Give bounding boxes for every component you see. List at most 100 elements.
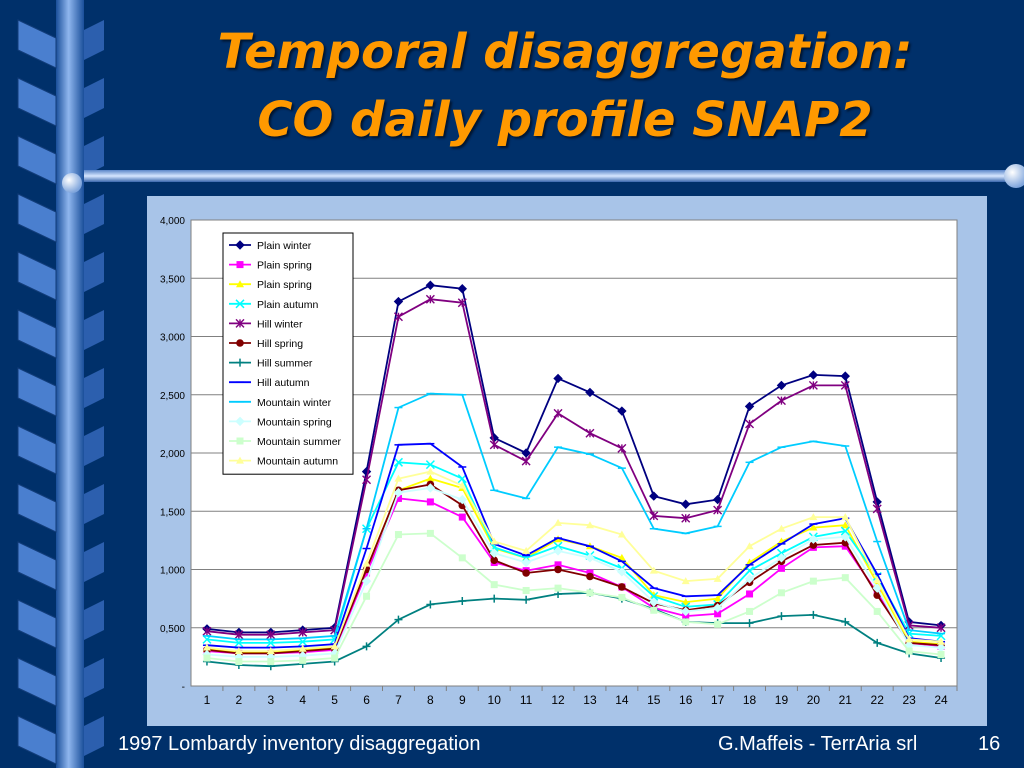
data-point xyxy=(553,408,563,418)
x-tick-label: 21 xyxy=(839,693,853,707)
y-tick-label: 4,000 xyxy=(160,216,185,227)
data-point xyxy=(746,607,754,615)
decoration-tile xyxy=(17,251,57,301)
decoration-tile xyxy=(17,657,57,707)
legend-item: Hill spring xyxy=(229,338,303,350)
data-point xyxy=(458,481,467,489)
legend-label: Plain winter xyxy=(257,240,312,252)
data-point xyxy=(905,647,913,655)
data-point xyxy=(808,370,819,380)
data-point xyxy=(425,280,436,290)
decoration-tile xyxy=(17,135,57,185)
slide-title-line2: CO daily profile SNAP2 xyxy=(257,92,873,148)
series-line xyxy=(206,487,942,658)
data-point xyxy=(554,518,563,526)
data-point xyxy=(617,443,627,453)
legend-label: Plain autumn xyxy=(257,299,318,311)
data-point xyxy=(746,590,754,598)
x-tick-label: 11 xyxy=(520,693,533,707)
series-10 xyxy=(202,483,946,662)
data-point xyxy=(202,643,211,651)
data-point xyxy=(586,589,594,597)
series-line xyxy=(206,442,942,649)
x-tick-label: 24 xyxy=(934,693,948,707)
data-point xyxy=(490,581,498,589)
data-point xyxy=(522,586,530,594)
x-tick-label: 20 xyxy=(807,693,821,707)
data-point xyxy=(585,387,595,398)
chart-panel: - 0,500 1,000 1,500 2,000 2,500 3,000 3,500 4,00… xyxy=(147,196,987,726)
data-point xyxy=(298,644,307,652)
data-point xyxy=(458,513,466,521)
data-point xyxy=(266,647,275,655)
data-point xyxy=(776,553,787,563)
data-point xyxy=(554,584,562,592)
x-tick-label: 17 xyxy=(711,693,725,707)
x-tick-label: 5 xyxy=(331,693,338,707)
decoration-tile xyxy=(84,368,104,408)
data-point xyxy=(425,483,436,493)
y-tick-label: 2,000 xyxy=(160,449,185,460)
legend-box xyxy=(222,232,354,475)
data-point xyxy=(617,530,626,538)
legend-label: Plain spring xyxy=(257,279,312,291)
series-line xyxy=(206,284,942,634)
series-group xyxy=(202,280,946,671)
data-point xyxy=(235,299,245,309)
x-tick-label: 23 xyxy=(902,693,916,707)
data-point xyxy=(713,505,723,515)
x-tick-label: 1 xyxy=(204,693,211,707)
legend-item: Mountain summer xyxy=(229,436,342,448)
data-point xyxy=(681,598,690,606)
data-point xyxy=(745,419,755,429)
data-point xyxy=(553,373,563,384)
data-point xyxy=(521,456,531,466)
legend-label: Mountain autumn xyxy=(257,456,338,468)
data-point xyxy=(267,658,275,666)
decoration-tile xyxy=(17,193,57,243)
data-point xyxy=(840,526,850,536)
data-point xyxy=(586,572,594,581)
data-point xyxy=(394,474,403,482)
left-decoration xyxy=(17,0,104,768)
data-point xyxy=(681,606,691,617)
data-point xyxy=(235,318,245,328)
decoration-tile xyxy=(17,425,57,475)
series-line xyxy=(206,461,942,644)
data-point xyxy=(841,617,850,626)
data-point xyxy=(841,513,850,521)
data-point xyxy=(777,564,785,572)
data-point xyxy=(266,630,276,640)
data-point xyxy=(681,577,690,585)
x-tick-label: 6 xyxy=(363,693,370,707)
slide-title-line1: Temporal disaggregation: xyxy=(217,24,913,80)
data-point xyxy=(522,595,531,604)
legend-label: Mountain winter xyxy=(257,397,332,409)
decoration-tiles xyxy=(17,19,104,765)
data-point xyxy=(235,658,243,666)
data-point xyxy=(202,626,212,636)
data-point xyxy=(490,537,499,545)
vertical-rail xyxy=(56,0,84,768)
data-point xyxy=(458,596,467,605)
data-point xyxy=(490,594,499,603)
data-point xyxy=(425,294,435,304)
legend-item: Hill winter xyxy=(229,318,303,330)
legend-item: Mountain spring xyxy=(229,416,332,428)
header-rule xyxy=(84,170,1024,182)
data-point xyxy=(362,559,371,567)
decoration-tile xyxy=(17,367,57,417)
decoration-tile xyxy=(17,715,57,765)
data-point xyxy=(905,635,914,643)
data-point xyxy=(617,553,626,561)
data-point xyxy=(393,296,404,307)
data-point xyxy=(585,428,595,438)
series-line xyxy=(206,532,942,663)
data-point xyxy=(489,440,499,450)
data-point xyxy=(299,656,307,664)
data-point xyxy=(682,618,690,626)
data-point xyxy=(234,630,244,640)
data-point xyxy=(361,576,372,586)
y-tick-label: - xyxy=(182,682,185,693)
data-point xyxy=(873,607,881,615)
